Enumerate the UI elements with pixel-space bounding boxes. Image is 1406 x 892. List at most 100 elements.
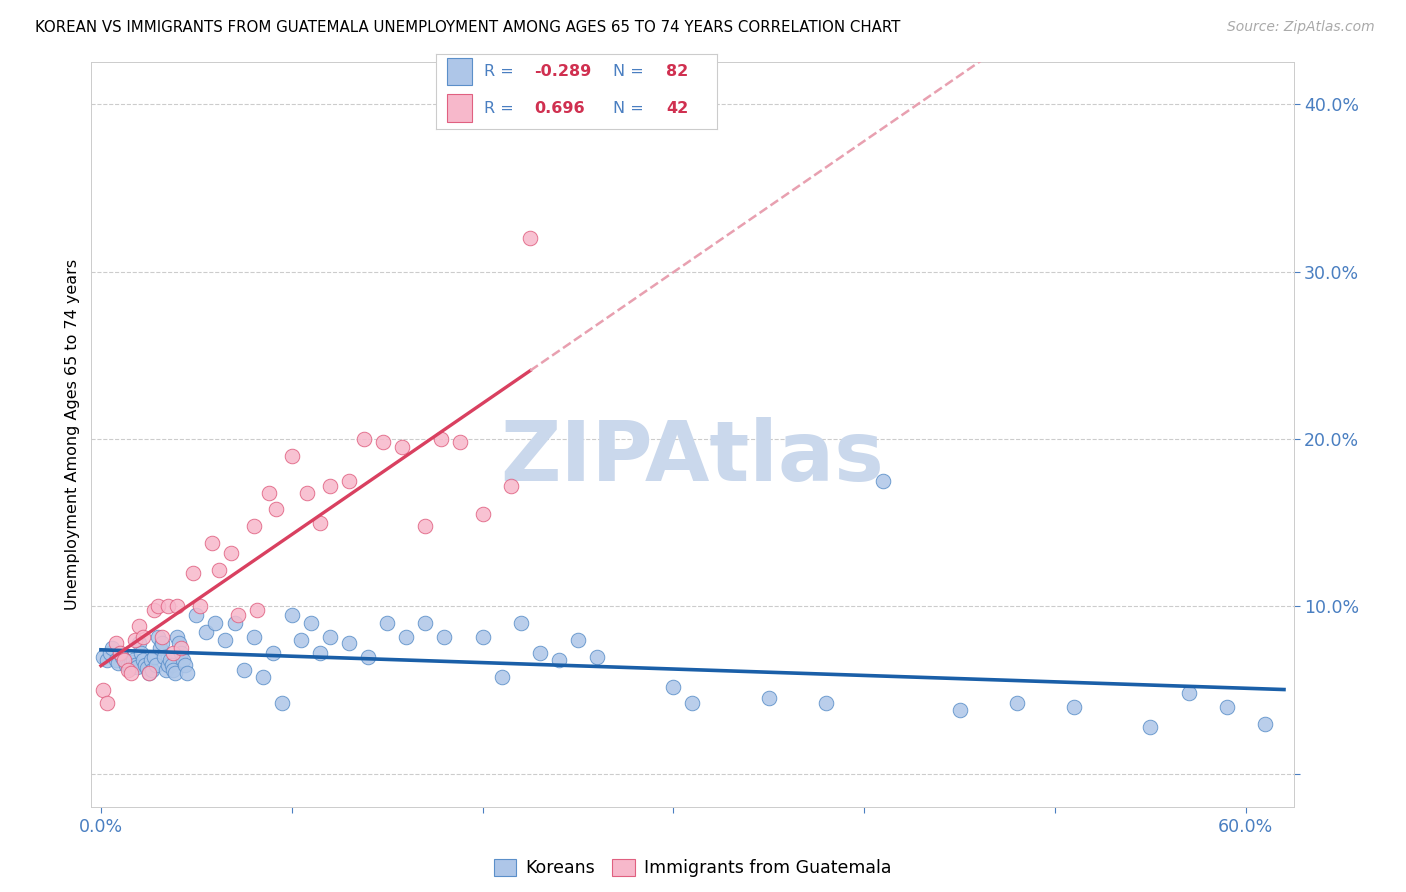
Text: N =: N = — [613, 101, 650, 116]
Point — [143, 603, 166, 617]
Text: N =: N = — [613, 64, 650, 79]
Point — [160, 658, 183, 673]
Point — [128, 636, 150, 650]
Point — [117, 658, 139, 673]
Point — [174, 658, 197, 673]
Point — [872, 474, 894, 488]
Point — [529, 646, 551, 660]
Point — [226, 607, 250, 622]
Point — [471, 630, 494, 644]
Point — [101, 641, 124, 656]
Point — [681, 697, 703, 711]
Point — [188, 599, 211, 614]
Point — [100, 646, 122, 660]
Point — [219, 546, 242, 560]
Point — [501, 479, 523, 493]
Point — [214, 632, 236, 647]
Point — [1063, 699, 1085, 714]
Point — [117, 663, 139, 677]
Point — [96, 697, 118, 711]
Point — [91, 649, 114, 664]
Point — [128, 619, 150, 633]
Point — [139, 653, 162, 667]
Point — [114, 658, 136, 673]
Point — [132, 653, 155, 667]
Text: 42: 42 — [666, 101, 689, 116]
Point — [121, 655, 143, 669]
Point — [108, 646, 131, 660]
Point — [375, 616, 398, 631]
Point — [146, 630, 169, 644]
Point — [181, 566, 204, 580]
Point — [567, 632, 589, 647]
Point — [449, 435, 471, 450]
Point — [143, 649, 166, 664]
Point — [132, 630, 155, 644]
Point — [224, 616, 246, 631]
Point — [111, 649, 134, 664]
Point — [242, 519, 264, 533]
FancyBboxPatch shape — [447, 58, 472, 86]
Point — [204, 616, 226, 631]
Text: R =: R = — [484, 64, 519, 79]
Point — [319, 630, 342, 644]
Point — [491, 670, 513, 684]
Point — [266, 502, 288, 516]
Point — [153, 649, 176, 664]
Point — [1215, 699, 1237, 714]
Point — [146, 599, 169, 614]
Point — [159, 653, 181, 667]
Point — [172, 653, 194, 667]
Point — [166, 599, 188, 614]
Point — [413, 616, 436, 631]
Point — [395, 630, 418, 644]
Text: 0.696: 0.696 — [534, 101, 585, 116]
Point — [519, 231, 541, 245]
Point — [290, 632, 312, 647]
Point — [201, 536, 224, 550]
Point — [1177, 686, 1199, 700]
Point — [91, 683, 114, 698]
Point — [1005, 697, 1028, 711]
Point — [429, 432, 451, 446]
Point — [662, 680, 685, 694]
Text: -0.289: -0.289 — [534, 64, 592, 79]
Point — [112, 653, 135, 667]
Legend: Koreans, Immigrants from Guatemala: Koreans, Immigrants from Guatemala — [486, 852, 898, 884]
Point — [815, 697, 838, 711]
Point — [353, 432, 375, 446]
Point — [145, 658, 167, 673]
Point — [357, 649, 380, 664]
Point — [299, 616, 322, 631]
Point — [127, 659, 149, 673]
Point — [413, 519, 436, 533]
Point — [124, 658, 146, 673]
Text: ZIPAtlas: ZIPAtlas — [501, 417, 884, 498]
Point — [105, 636, 128, 650]
Point — [112, 653, 135, 667]
Point — [162, 663, 184, 677]
Point — [124, 632, 146, 647]
Point — [391, 441, 413, 455]
Point — [141, 663, 163, 677]
Point — [337, 636, 360, 650]
Point — [433, 630, 456, 644]
Point — [262, 646, 284, 660]
Text: 82: 82 — [666, 64, 689, 79]
Point — [208, 563, 231, 577]
Point — [547, 653, 569, 667]
Point — [337, 474, 360, 488]
Point — [170, 646, 193, 660]
Point — [162, 646, 184, 660]
FancyBboxPatch shape — [447, 95, 472, 122]
Point — [149, 641, 172, 656]
Point — [194, 624, 217, 639]
Point — [150, 636, 173, 650]
Point — [155, 663, 177, 677]
Point — [129, 646, 152, 660]
Point — [246, 603, 269, 617]
Point — [242, 630, 264, 644]
Point — [108, 646, 131, 660]
Point — [186, 607, 208, 622]
Point — [271, 697, 294, 711]
